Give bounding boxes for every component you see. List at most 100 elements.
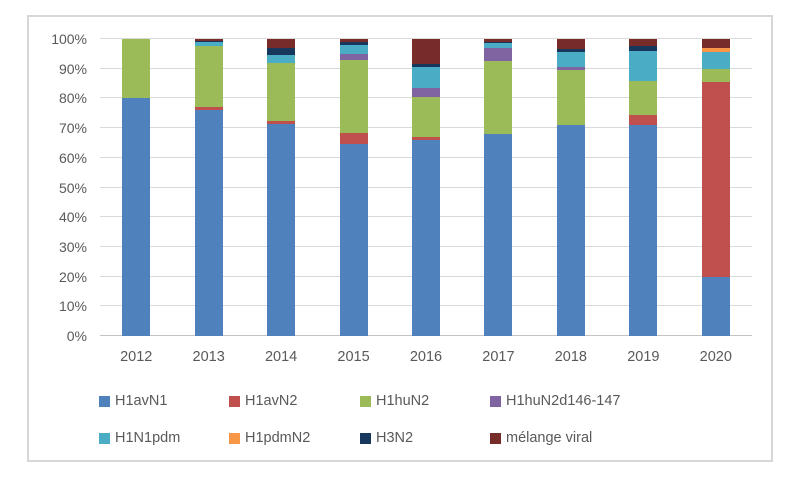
bar-segment-2015-mélange viral [339,39,368,42]
y-tick-label-50%: 50% [58,179,87,196]
bar-segment-2013-H1N1pdm [194,41,223,47]
bar-2019 [629,39,658,336]
y-tick-label-10%: 10% [58,298,87,315]
x-tick-label-2015: 2015 [337,349,370,365]
x-tick-label-2014: 2014 [264,349,298,365]
legend-swatch-icon [490,432,501,444]
bar-segment-2013-mélange viral [194,39,223,41]
legend-item-H1avN2: H1avN2 [229,393,297,409]
bar-segment-2018-H1huN2d146-147 [556,67,585,71]
bar-2014 [267,39,296,336]
legend-label: H1N1pdm [115,430,181,446]
y-axis: 0% 10% 20% 30% 40% 50% 60% 70% 80% 90% 100% [29,32,87,343]
x-tick-label-2018: 2018 [554,349,588,365]
chart-figure: 0% 10% 20% 30% 40% 50% 60% 70% 80% 90% 100% 2012 20… [27,15,773,462]
bar-segment-2015-H1huN2d146-147 [339,53,368,60]
x-tick-label-2012: 2012 [120,349,153,365]
bar-segment-2017-H1huN2 [484,61,513,135]
bar-2020 [701,39,730,336]
bar-segment-2017-H1avN1 [484,134,513,336]
legend-item-H3N2: H3N2 [360,430,413,446]
y-tick-label-70%: 70% [58,120,87,137]
bar-segment-2020-H1avN1 [701,276,730,336]
legend-item-H1N1pdm: H1N1pdm [99,430,180,446]
bar-segment-2014-H1N1pdm [267,55,296,63]
bar-segment-2012-H1avN1 [122,98,151,336]
bar-segment-2014-H3N2 [267,47,296,56]
x-tick-label-2017: 2017 [482,349,515,365]
bar-segment-2014-H1huN2 [267,62,296,121]
y-tick-label-0%: 0% [66,328,87,344]
bar-2018 [556,39,585,336]
bar-segment-2019-mélange viral [629,39,658,47]
bar-segment-2020-H1avN2 [701,82,730,277]
bar-segment-2012-H1huN2 [122,39,151,99]
legend-label: H3N2 [376,430,414,446]
legend-label: H1avN2 [245,393,298,409]
bar-segment-2014-H1avN2 [267,120,296,124]
legend-swatch-icon [490,395,501,407]
bar-segment-2016-H1huN2d146-147 [412,88,440,97]
y-tick-label-100%: 100% [51,31,87,47]
legend-label: H1huN2d146-147 [506,393,621,409]
legend-item-H1huN2d146-147: H1huN2d146-147 [490,393,620,409]
bar-segment-2015-H1N1pdm [339,44,368,54]
bar-segment-2018-H1avN1 [556,125,585,336]
y-tick-label-90%: 90% [58,60,87,77]
x-tick-label-2016: 2016 [409,349,443,365]
bar-segment-2014-H1avN1 [267,123,296,336]
gridline-100% [100,38,752,39]
bar-segment-2015-H1avN1 [339,144,368,336]
bar-2015 [339,39,368,336]
bar-segment-2020-H1huN2 [701,68,730,83]
y-tick-label-60%: 60% [58,149,87,166]
bar-segment-2016-mélange viral [412,39,440,65]
bar-segment-2016-H1huN2 [412,96,440,138]
bar-segment-2013-H1huN2 [194,46,223,108]
plot-area [100,38,752,336]
bar-2013 [194,39,223,336]
y-tick-label-40%: 40% [58,209,87,226]
x-axis: 2012 2013 2014 2015 2016 2017 2018 2019 2020 [100,349,752,369]
legend-label: mélange viral [506,430,593,446]
legend-label: H1huN2 [376,393,430,409]
bar-segment-2017-H1huN2d146-147 [484,47,513,62]
legend-item-H1huN2: H1huN2 [360,393,429,409]
bar-segment-2018-H3N2 [556,49,585,53]
bar-segment-2016-H1N1pdm [412,67,440,89]
bar-segment-2013-H1avN2 [194,107,223,111]
legend-label: H1avN1 [115,393,168,409]
y-tick-label-80%: 80% [58,90,87,107]
legend-swatch-icon [99,395,110,407]
bar-segment-2016-H1avN2 [412,137,440,140]
bar-segment-2017-H3N2 [484,41,513,44]
legend-swatch-icon [360,432,371,444]
bar-segment-2014-mélange viral [267,39,296,48]
bar-2016 [412,39,440,336]
bar-segment-2017-H1N1pdm [484,43,513,48]
legend-swatch-icon [360,395,371,407]
legend-swatch-icon [99,432,110,444]
bar-segment-2020-H1pdmN2 [701,47,730,53]
x-tick-label-2020: 2020 [699,349,732,365]
x-tick-label-2019: 2019 [627,349,660,365]
bar-2012 [122,39,151,336]
bar-segment-2013-H3N2 [194,40,223,42]
y-tick-label-20%: 20% [58,268,87,285]
legend-swatch-icon [229,395,240,407]
bar-segment-2020-H1N1pdm [701,52,730,69]
bar-segment-2019-H3N2 [629,46,658,51]
legend: H1avN1 H1avN2 H1huN2 H1huN2d146-147 H1N1pdm H… [29,17,771,460]
bar-segment-2019-H1avN2 [629,114,658,126]
bar-segment-2018-H1huN2 [556,70,585,126]
bar-segment-2019-H1avN1 [629,125,658,336]
x-tick-label-2013: 2013 [192,349,225,365]
bar-segment-2020-mélange viral [701,39,730,48]
bar-segment-2017-mélange viral [484,39,513,42]
legend-item-H1avN1: H1avN1 [99,393,167,409]
bar-segment-2016-H1avN1 [412,139,440,336]
y-tick-label-30%: 30% [58,238,87,255]
legend-item-mélange viral: mélange viral [490,430,592,446]
bar-segment-2018-mélange viral [556,39,585,50]
